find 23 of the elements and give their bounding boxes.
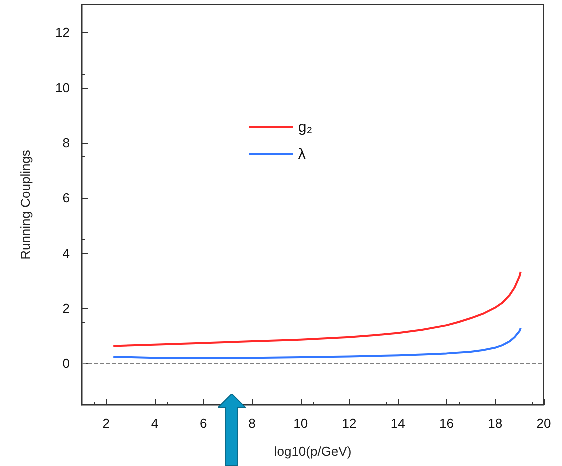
y-tick-label: 4: [62, 246, 70, 261]
y-tick-label: 8: [62, 135, 70, 150]
x-tick-label: 10: [294, 416, 308, 431]
x-tick-label: 18: [488, 416, 503, 431]
y-tick-label: 0: [62, 356, 70, 372]
x-tick-label: 20: [536, 416, 552, 431]
y-tick-label: 6: [62, 190, 70, 206]
x-tick-label: 14: [390, 416, 406, 431]
x-tick-label: 16: [440, 416, 454, 431]
x-tick-label: 12: [342, 416, 357, 431]
y-tick-label: 12: [56, 25, 70, 40]
y-tick-label: 2: [62, 300, 70, 316]
line-series: [112, 327, 522, 360]
legend-label: g₂: [298, 119, 313, 136]
x-tick-label: 2: [102, 416, 110, 431]
line-series: [112, 271, 522, 348]
y-axis-title: Running Couplings: [18, 150, 33, 260]
x-tick-label: 4: [151, 416, 159, 431]
x-tick-label: 6: [200, 416, 208, 431]
y-tick-label: 10: [56, 80, 70, 96]
x-axis-title: log10(p/GeV): [274, 444, 352, 459]
legend-label: λ: [298, 146, 306, 163]
x-tick-label: 8: [248, 416, 256, 431]
